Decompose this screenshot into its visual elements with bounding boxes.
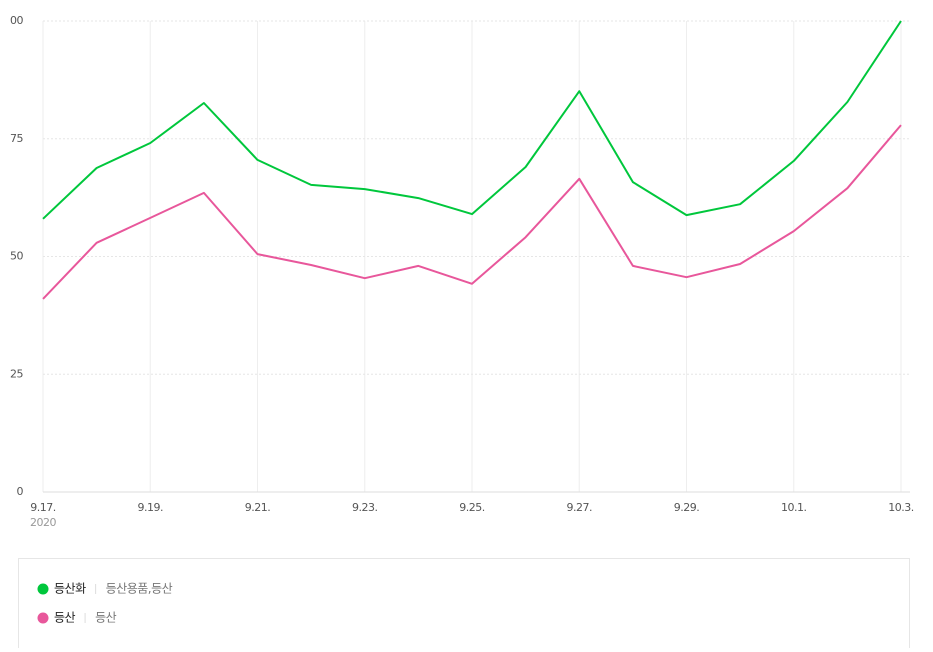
y-tick-label: 00: [10, 14, 23, 27]
legend-keywords: 등산: [95, 611, 117, 625]
x-tick-label: 9.27.: [567, 501, 593, 514]
x-tick-label: 9.19.: [138, 501, 164, 514]
line-series: [42, 124, 902, 300]
line-series: [42, 20, 902, 220]
y-tick-label: 50: [10, 250, 23, 263]
x-tick-label: 9.29.: [674, 501, 700, 514]
legend-name: 등산: [54, 611, 76, 625]
y-tick-label: 25: [10, 367, 23, 380]
legend-name: 등산화: [54, 582, 86, 596]
x-tick-label: 9.17.: [30, 501, 56, 514]
legend-keywords: 등산용품,등산: [106, 582, 173, 596]
y-tick-label: 0: [17, 485, 24, 498]
y-tick-label: 75: [10, 132, 23, 145]
x-tick-label: 9.25.: [459, 501, 485, 514]
legend-box: [18, 558, 910, 652]
x-tick-label: 10.3.: [888, 501, 914, 514]
legend-marker: [37, 612, 49, 624]
x-tick-label: 9.21.: [245, 501, 271, 514]
x-tick-label: 9.23.: [352, 501, 378, 514]
x-year-label: 2020: [30, 516, 56, 529]
x-tick-label: 10.1.: [781, 501, 807, 514]
legend-marker: [37, 583, 49, 595]
